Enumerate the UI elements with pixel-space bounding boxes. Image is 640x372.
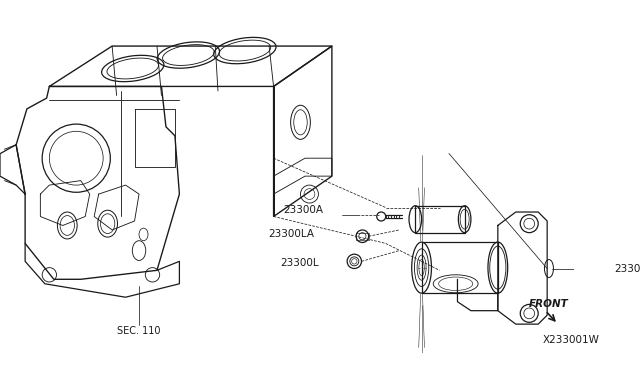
Text: 23300: 23300	[614, 263, 640, 273]
Text: SEC. 110: SEC. 110	[117, 326, 161, 336]
Text: X233001W: X233001W	[543, 335, 600, 345]
Text: FRONT: FRONT	[529, 299, 569, 310]
Text: 23300A: 23300A	[283, 205, 323, 215]
Text: 23300LA: 23300LA	[268, 230, 314, 240]
Text: 23300L: 23300L	[280, 258, 319, 268]
